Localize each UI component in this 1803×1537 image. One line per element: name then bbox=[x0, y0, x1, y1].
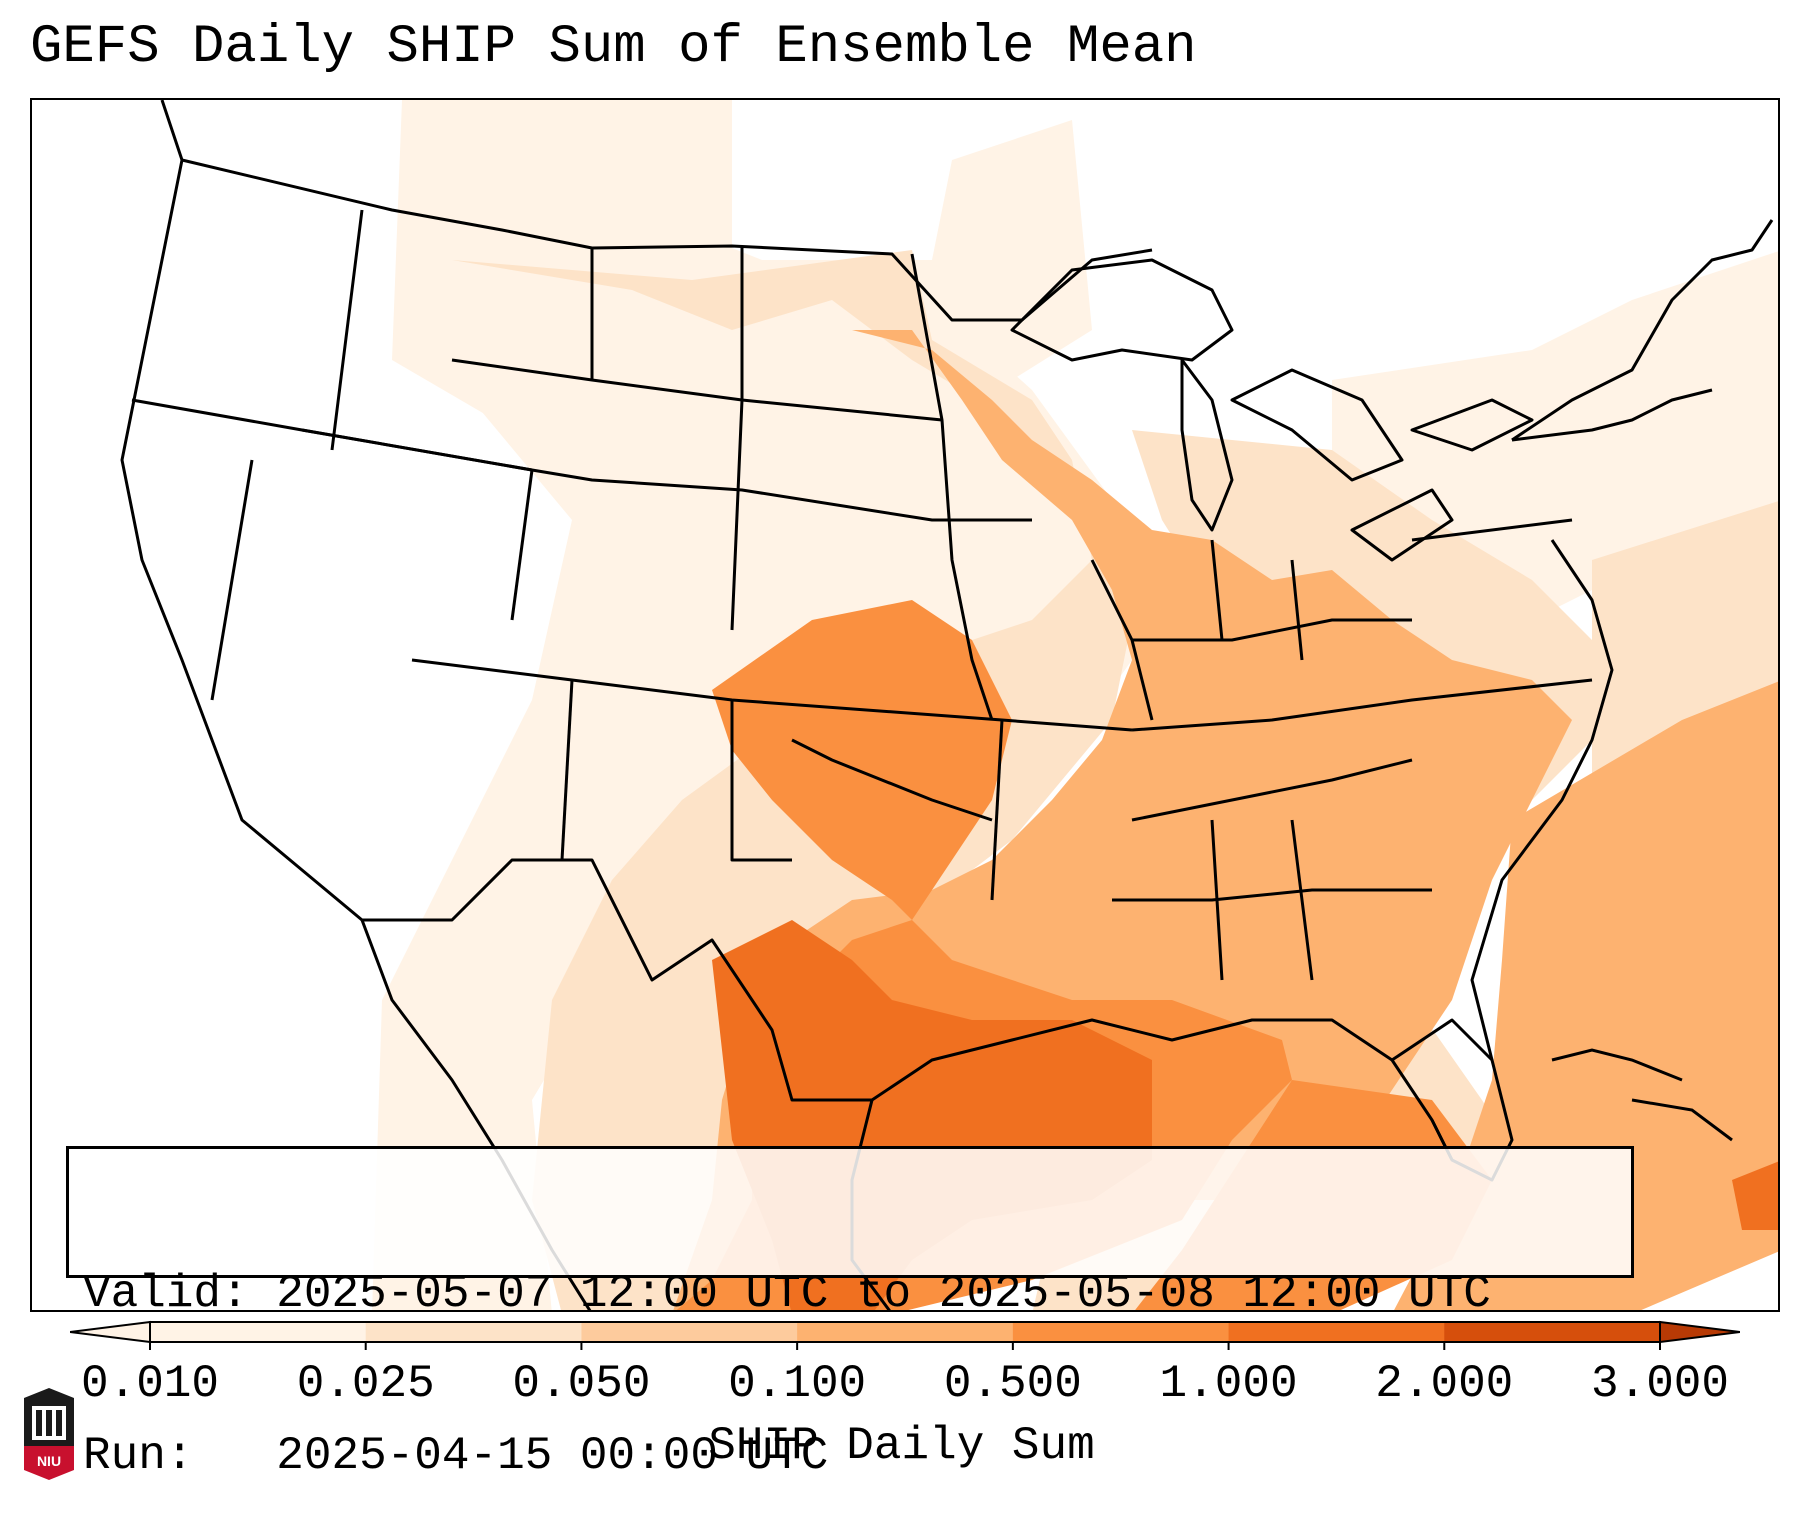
colorbar-tick-label: 1.000 bbox=[1159, 1358, 1298, 1410]
map-svg bbox=[32, 100, 1778, 1310]
caribbean-islands bbox=[1551, 1048, 1733, 1142]
run-label: Run: bbox=[83, 1430, 194, 1482]
colorbar-segment bbox=[150, 1322, 367, 1342]
colorbar-segments bbox=[70, 1320, 1740, 1344]
run-value: 2025-04-15 00:00 UTC bbox=[276, 1430, 829, 1482]
colorbar-tick-label: 0.500 bbox=[943, 1358, 1082, 1410]
logo-text: NIU bbox=[37, 1453, 61, 1469]
valid-value: 2025-05-07 12:00 UTC to 2025-05-08 12:00… bbox=[276, 1268, 1491, 1320]
run-line: Run: 2025-04-15 00:00 UTC bbox=[83, 1429, 1617, 1483]
colorbar-extend-high bbox=[1659, 1320, 1740, 1344]
colorbar-tick-label: 2.000 bbox=[1375, 1358, 1514, 1410]
page-title: GEFS Daily SHIP Sum of Ensemble Mean bbox=[30, 17, 1197, 78]
colorbar-segment bbox=[1012, 1322, 1230, 1342]
valid-run-box: Valid: 2025-05-07 12:00 UTC to 2025-05-0… bbox=[66, 1146, 1634, 1482]
colorbar-label: SHIP Daily Sum bbox=[708, 1420, 1095, 1472]
map-panel bbox=[30, 98, 1780, 1312]
colorbar-tick-label: 3.000 bbox=[1590, 1358, 1730, 1410]
colorbar-tick-label: 0.010 bbox=[80, 1358, 220, 1410]
colorbar-segment bbox=[365, 1322, 582, 1342]
colorbar-segment bbox=[581, 1322, 798, 1342]
colorbar-frame bbox=[149, 1321, 1661, 1343]
colorbar-segment bbox=[1444, 1322, 1661, 1342]
colorbar bbox=[70, 1320, 1740, 1350]
colorbar-tick-label: 0.050 bbox=[512, 1358, 651, 1410]
colorbar-extend-low bbox=[70, 1320, 151, 1344]
niu-logo: NIU bbox=[24, 1388, 74, 1480]
valid-line: Valid: 2025-05-07 12:00 UTC to 2025-05-0… bbox=[83, 1267, 1617, 1321]
state-borders bbox=[120, 100, 1774, 1310]
colorbar-segment bbox=[797, 1322, 1014, 1342]
colorbar-tick-label: 0.025 bbox=[296, 1358, 435, 1410]
colorbar-segment bbox=[1228, 1322, 1445, 1342]
colorbar-ticks bbox=[149, 1342, 1661, 1350]
colorbar-tick-label: 0.100 bbox=[728, 1358, 867, 1410]
valid-label: Valid: bbox=[83, 1268, 249, 1320]
